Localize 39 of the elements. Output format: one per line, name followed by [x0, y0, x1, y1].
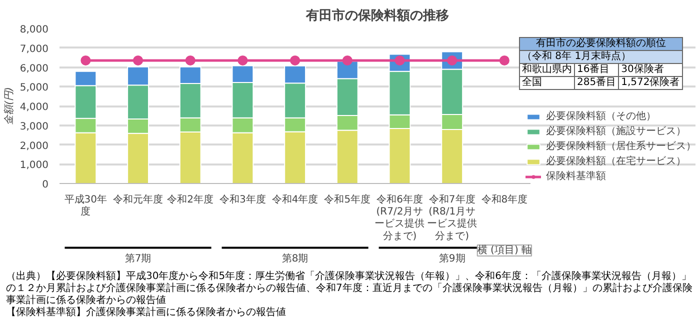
x-tick-label: 令和8年度 [481, 194, 528, 206]
x-tick-label: 令和元年度 [113, 194, 164, 206]
x-tick-label: 令和6年度(R7/2月サービス提供分まで) [374, 194, 425, 242]
chart-title: 有田市の保険料額の推移 [305, 8, 449, 24]
x-tick-label: 平成30年度 [64, 194, 108, 218]
text: 第9期 [438, 252, 466, 264]
text: （令和 8年 1月末時点） [520, 50, 682, 64]
text: （出典）【必要保険料額】平成30年度から令和5年度：厚生労働省「介護保険事業状況報告（年報）」、令和6年度：「介護保険事業状況報告（月報）」の１２か月累計および介護保険事業計画に係る保険者からの報告値、令和7年度：直近月までの「介護保険事業状況報告（月報）」の累計および介護保険事業計画に係る保険者からの報告値 [6, 271, 692, 306]
text: 第7期 [124, 252, 152, 264]
y-tick-label: 8,000 [20, 24, 49, 36]
text: 285番目 [574, 76, 619, 90]
y-tick-label: 2,000 [20, 140, 49, 152]
legend-label: 必要保険料額（施設サービス） [546, 124, 686, 138]
y-tick-label: 6,000 [20, 63, 49, 74]
text: 有田市の必要保険料額の順位 [520, 38, 682, 50]
text: 横 (項目) 軸 [477, 244, 532, 256]
text: 16番目 [574, 64, 619, 76]
y-tick-label: 0 [42, 180, 49, 190]
x-tick-label: 令和4年度 [272, 194, 318, 206]
legend-label: 保険料基準額 [546, 170, 606, 183]
legend-label: 必要保険料額（居住系サービス） [546, 140, 696, 153]
text: 【保険料基準額】介護保険事業計画に係る保険者からの報告値 [6, 307, 286, 318]
legend-label: 必要保険料額（その他） [546, 110, 656, 123]
text: 1,572保険者 [618, 76, 682, 90]
x-tick-label: 令和5年度 [324, 194, 371, 206]
y-tick-label: 4,000 [20, 102, 49, 113]
y-tick-label: 3,000 [20, 121, 49, 132]
y-tick-label: 7,000 [20, 44, 49, 55]
annotation: 全国 [520, 76, 574, 90]
annotation: 和歌山県内 [520, 64, 574, 76]
x-tick-label: 令和2年度 [167, 194, 214, 206]
text: 30保険者 [618, 64, 682, 76]
x-tick-label: 令和7年度(R8/1月サービス提供分まで) [427, 194, 478, 242]
y-tick-label: 1,000 [20, 160, 49, 172]
legend-label: 必要保険料額（在宅サービス） [546, 154, 686, 168]
y-axis-title: 金額(円) [2, 87, 15, 125]
text: 第8期 [282, 252, 308, 264]
x-tick-label: 令和3年度 [220, 194, 266, 206]
y-tick-label: 5,000 [20, 82, 49, 94]
